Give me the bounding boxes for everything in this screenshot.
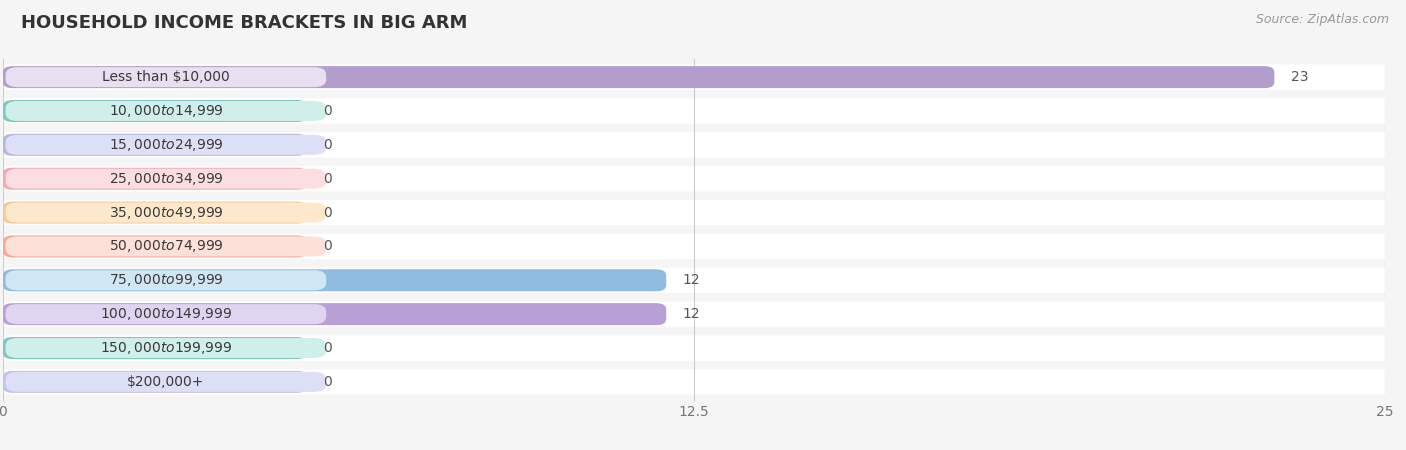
FancyBboxPatch shape — [6, 135, 326, 155]
Text: Source: ZipAtlas.com: Source: ZipAtlas.com — [1256, 14, 1389, 27]
FancyBboxPatch shape — [3, 234, 1385, 259]
FancyBboxPatch shape — [6, 236, 326, 256]
FancyBboxPatch shape — [3, 66, 1274, 88]
Text: $200,000+: $200,000+ — [127, 375, 205, 389]
FancyBboxPatch shape — [3, 337, 307, 359]
Text: 0: 0 — [323, 172, 332, 186]
Text: HOUSEHOLD INCOME BRACKETS IN BIG ARM: HOUSEHOLD INCOME BRACKETS IN BIG ARM — [21, 14, 467, 32]
FancyBboxPatch shape — [6, 67, 326, 87]
FancyBboxPatch shape — [3, 64, 1385, 90]
Text: $150,000 to $199,999: $150,000 to $199,999 — [100, 340, 232, 356]
FancyBboxPatch shape — [3, 268, 1385, 293]
FancyBboxPatch shape — [3, 335, 1385, 361]
FancyBboxPatch shape — [3, 202, 307, 224]
Text: 12: 12 — [683, 307, 700, 321]
FancyBboxPatch shape — [3, 269, 666, 291]
FancyBboxPatch shape — [3, 134, 307, 156]
FancyBboxPatch shape — [6, 202, 326, 223]
Text: $15,000 to $24,999: $15,000 to $24,999 — [108, 137, 224, 153]
FancyBboxPatch shape — [3, 303, 666, 325]
FancyBboxPatch shape — [3, 98, 1385, 124]
Text: 0: 0 — [323, 104, 332, 118]
FancyBboxPatch shape — [6, 338, 326, 358]
FancyBboxPatch shape — [3, 166, 1385, 191]
FancyBboxPatch shape — [6, 169, 326, 189]
FancyBboxPatch shape — [6, 270, 326, 290]
Text: $100,000 to $149,999: $100,000 to $149,999 — [100, 306, 232, 322]
Text: $25,000 to $34,999: $25,000 to $34,999 — [108, 171, 224, 187]
FancyBboxPatch shape — [6, 101, 326, 121]
FancyBboxPatch shape — [3, 371, 307, 393]
FancyBboxPatch shape — [3, 235, 307, 257]
FancyBboxPatch shape — [3, 369, 1385, 395]
FancyBboxPatch shape — [6, 372, 326, 392]
FancyBboxPatch shape — [3, 168, 307, 190]
FancyBboxPatch shape — [3, 200, 1385, 225]
FancyBboxPatch shape — [3, 302, 1385, 327]
Text: 12: 12 — [683, 273, 700, 287]
Text: $75,000 to $99,999: $75,000 to $99,999 — [108, 272, 224, 288]
FancyBboxPatch shape — [3, 100, 307, 122]
Text: $50,000 to $74,999: $50,000 to $74,999 — [108, 238, 224, 254]
FancyBboxPatch shape — [6, 304, 326, 324]
Text: 0: 0 — [323, 341, 332, 355]
FancyBboxPatch shape — [3, 132, 1385, 157]
Text: $10,000 to $14,999: $10,000 to $14,999 — [108, 103, 224, 119]
Text: 0: 0 — [323, 239, 332, 253]
Text: Less than $10,000: Less than $10,000 — [103, 70, 229, 84]
Text: 0: 0 — [323, 138, 332, 152]
Text: 0: 0 — [323, 206, 332, 220]
Text: 0: 0 — [323, 375, 332, 389]
Text: $35,000 to $49,999: $35,000 to $49,999 — [108, 205, 224, 220]
Text: 23: 23 — [1291, 70, 1309, 84]
